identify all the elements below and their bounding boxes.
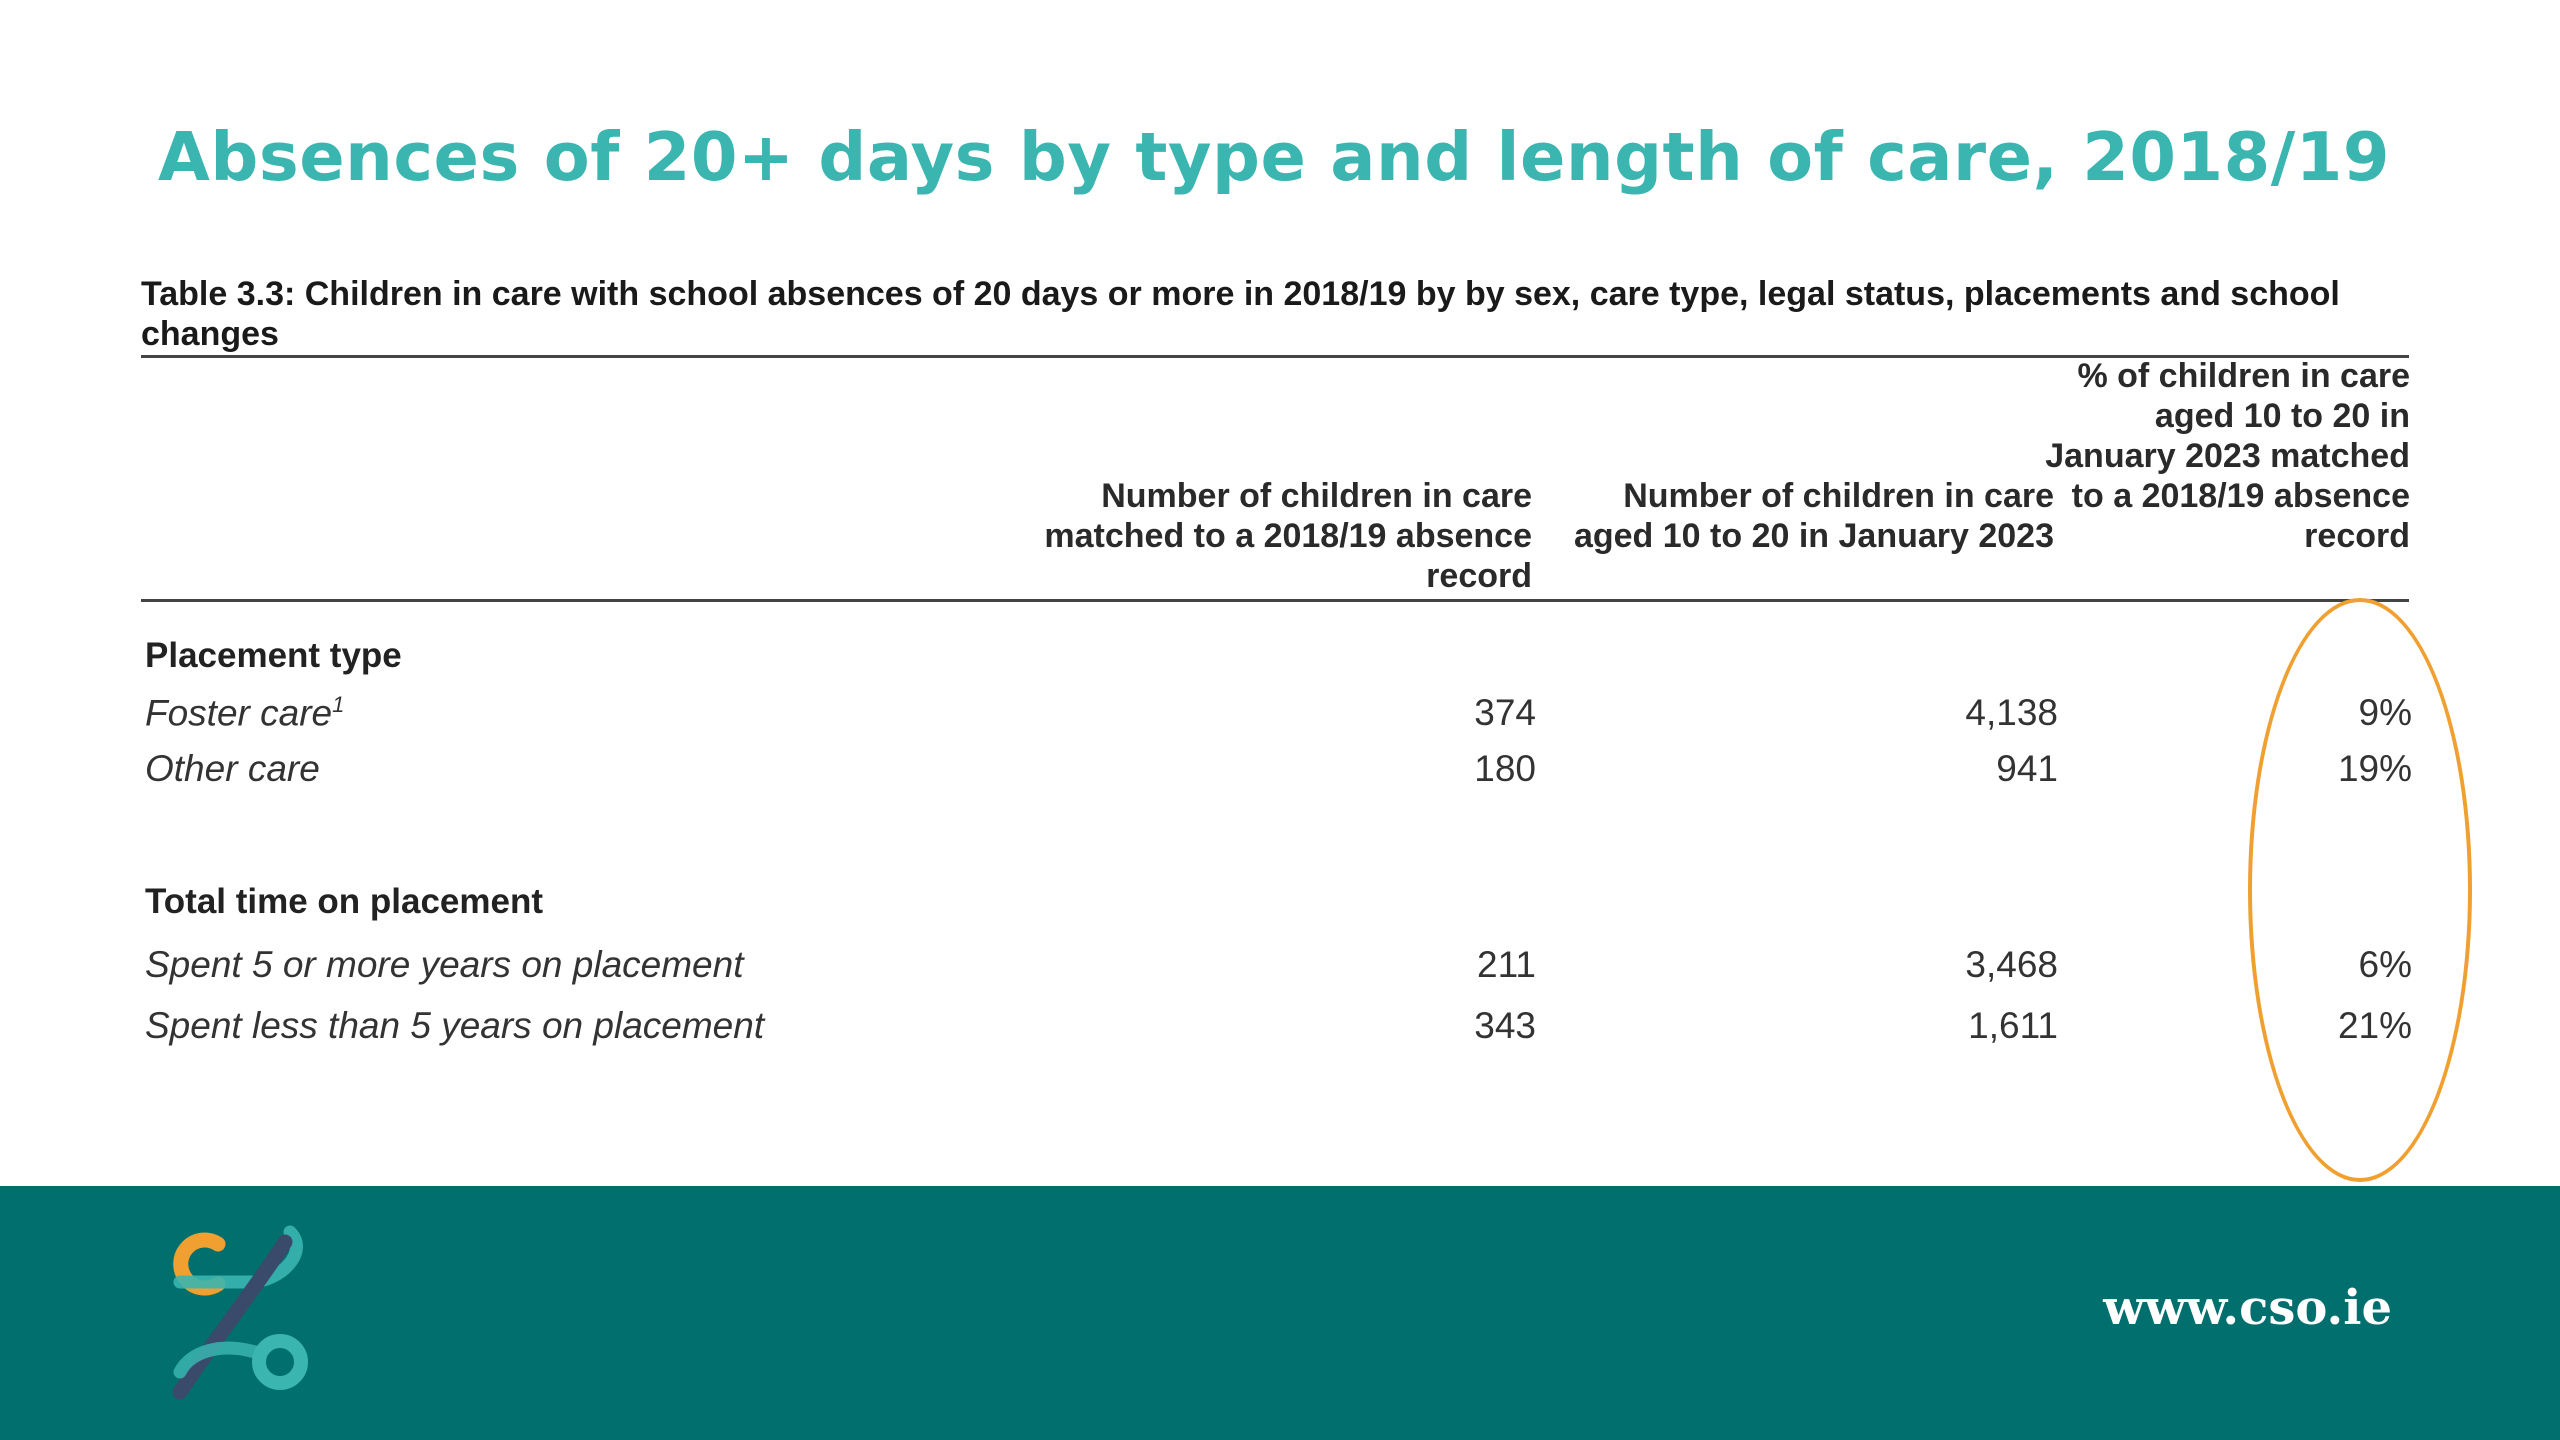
table-caption: Table 3.3: Children in care with school … [141, 275, 2340, 353]
slide-title: Absences of 20+ days by type and length … [158, 118, 2390, 196]
site-url[interactable]: www.cso.ie [2103, 1280, 2392, 1336]
percentage-highlight-ellipse [2248, 598, 2472, 1182]
cell-foster-total: 4,138 [1965, 692, 2058, 733]
table-top-rule [141, 355, 2409, 358]
cell-under-5-total: 1,611 [1968, 1005, 2058, 1046]
row-label-5-plus-years: Spent 5 or more years on placement [145, 944, 744, 985]
cell-5-plus-total: 3,468 [1965, 944, 2058, 985]
header-bottom-rule [141, 599, 2409, 602]
cell-5-plus-matched: 211 [1477, 944, 1536, 985]
row-label-other-care: Other care [145, 748, 320, 789]
cell-under-5-matched: 343 [1474, 1005, 1536, 1046]
cell-foster-matched: 374 [1474, 692, 1536, 733]
footer-band [0, 1186, 2560, 1440]
footnote-marker: 1 [332, 692, 345, 717]
section-heading-time-on-placement: Total time on placement [145, 882, 544, 921]
cell-other-matched: 180 [1474, 748, 1536, 789]
section-heading-placement-type: Placement type [145, 636, 402, 675]
column-header-matched-count: Number of children in care matched to a … [1044, 477, 1532, 595]
column-header-total-count: Number of children in care aged 10 to 20… [1573, 477, 2054, 555]
column-header-percentage: % of children in care aged 10 to 20 in J… [2045, 357, 2410, 555]
row-label-under-5-years: Spent less than 5 years on placement [145, 1005, 765, 1046]
cell-other-total: 941 [1996, 748, 2058, 789]
cso-logo-icon [172, 1225, 308, 1400]
row-label-foster-care: Foster care1 [145, 692, 345, 734]
